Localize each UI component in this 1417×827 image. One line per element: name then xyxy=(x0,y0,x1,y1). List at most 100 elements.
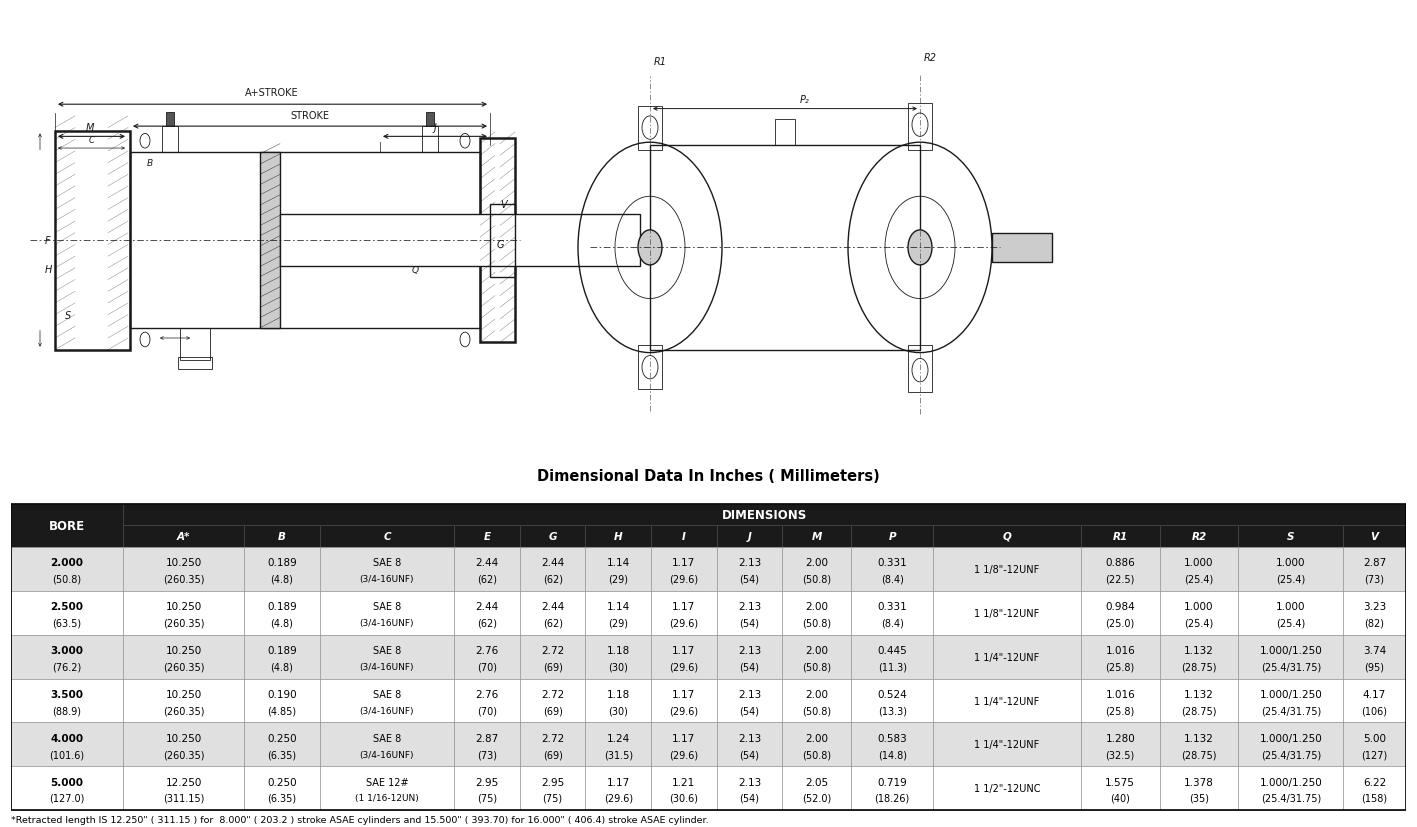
Text: 0.331: 0.331 xyxy=(877,601,907,611)
Text: (106): (106) xyxy=(1362,705,1387,715)
Text: S: S xyxy=(65,310,71,320)
Bar xyxy=(11,591,123,635)
Text: (25.4): (25.4) xyxy=(1277,618,1305,628)
Bar xyxy=(585,679,650,723)
Text: (260.35): (260.35) xyxy=(163,662,204,672)
Text: B: B xyxy=(278,531,286,542)
Text: 1 1/8"-12UNF: 1 1/8"-12UNF xyxy=(975,608,1040,618)
Text: 3.23: 3.23 xyxy=(1363,601,1386,611)
Text: 0.445: 0.445 xyxy=(877,645,907,655)
Bar xyxy=(1238,723,1343,767)
Text: (50.8): (50.8) xyxy=(802,662,832,672)
Bar xyxy=(123,547,244,591)
Bar xyxy=(717,767,782,810)
Bar xyxy=(520,767,585,810)
Text: (32.5): (32.5) xyxy=(1105,749,1135,759)
Bar xyxy=(585,547,650,591)
Bar xyxy=(852,591,934,635)
Text: (260.35): (260.35) xyxy=(163,749,204,759)
Bar xyxy=(1238,525,1343,547)
Text: M: M xyxy=(812,531,822,542)
Bar xyxy=(244,525,320,547)
Bar xyxy=(717,723,782,767)
Bar xyxy=(782,679,852,723)
Text: (22.5): (22.5) xyxy=(1105,574,1135,584)
Text: (50.8): (50.8) xyxy=(802,705,832,715)
Bar xyxy=(455,723,520,767)
Bar xyxy=(992,233,1051,263)
Text: (3/4-16UNF): (3/4-16UNF) xyxy=(360,750,414,758)
Text: 10.250: 10.250 xyxy=(166,733,201,743)
Bar xyxy=(1159,635,1238,679)
Text: 0.524: 0.524 xyxy=(877,689,907,699)
Bar xyxy=(775,120,795,146)
Text: (1 1/16-12UN): (1 1/16-12UN) xyxy=(356,794,419,802)
Text: 0.583: 0.583 xyxy=(877,733,907,743)
Text: 1.132: 1.132 xyxy=(1185,645,1214,655)
Text: (311.15): (311.15) xyxy=(163,793,204,803)
Text: (18.26): (18.26) xyxy=(874,793,910,803)
Text: (25.8): (25.8) xyxy=(1105,705,1135,715)
Bar xyxy=(650,525,717,547)
Bar xyxy=(934,635,1081,679)
Text: (6.35): (6.35) xyxy=(268,749,296,759)
Text: 0.886: 0.886 xyxy=(1105,557,1135,567)
Text: (62): (62) xyxy=(543,618,563,628)
Text: I: I xyxy=(682,531,686,542)
Text: 1.132: 1.132 xyxy=(1185,689,1214,699)
Text: (50.8): (50.8) xyxy=(802,574,832,584)
Bar xyxy=(1159,679,1238,723)
Bar xyxy=(717,591,782,635)
Bar xyxy=(123,504,1406,525)
Bar xyxy=(1159,591,1238,635)
Text: 2.00: 2.00 xyxy=(805,645,829,655)
Text: Q: Q xyxy=(411,265,418,275)
Bar xyxy=(585,525,650,547)
Text: (52.0): (52.0) xyxy=(802,793,832,803)
Text: J: J xyxy=(748,531,751,542)
Text: (25.4): (25.4) xyxy=(1185,618,1213,628)
Text: 1.18: 1.18 xyxy=(606,689,631,699)
Text: V: V xyxy=(500,199,507,209)
Text: 2.00: 2.00 xyxy=(805,733,829,743)
Text: (127): (127) xyxy=(1362,749,1387,759)
Bar xyxy=(717,635,782,679)
Text: 0.189: 0.189 xyxy=(268,645,298,655)
Text: (260.35): (260.35) xyxy=(163,705,204,715)
Text: (54): (54) xyxy=(740,618,760,628)
Text: (40): (40) xyxy=(1111,793,1131,803)
Bar xyxy=(1081,679,1159,723)
Bar xyxy=(650,679,717,723)
Text: 2.44: 2.44 xyxy=(476,601,499,611)
Bar xyxy=(244,547,320,591)
Text: (30.6): (30.6) xyxy=(669,793,699,803)
Bar xyxy=(455,767,520,810)
Bar xyxy=(244,591,320,635)
Bar xyxy=(1343,525,1406,547)
Text: H: H xyxy=(44,265,51,275)
Text: B: B xyxy=(147,159,153,168)
Text: 2.87: 2.87 xyxy=(1363,557,1386,567)
Text: 5.00: 5.00 xyxy=(1363,733,1386,743)
Text: 4.000: 4.000 xyxy=(51,733,84,743)
Bar xyxy=(782,767,852,810)
Bar xyxy=(638,107,662,151)
Bar xyxy=(320,635,455,679)
Text: 2.00: 2.00 xyxy=(805,557,829,567)
Text: A+STROKE: A+STROKE xyxy=(245,88,299,98)
Text: 2.95: 2.95 xyxy=(476,777,499,786)
Bar xyxy=(650,547,717,591)
Text: (29.6): (29.6) xyxy=(669,749,699,759)
Text: (54): (54) xyxy=(740,662,760,672)
Bar xyxy=(1081,635,1159,679)
Bar xyxy=(11,723,123,767)
Bar xyxy=(650,723,717,767)
Text: (29.6): (29.6) xyxy=(669,618,699,628)
Text: J: J xyxy=(434,123,436,133)
Text: 2.72: 2.72 xyxy=(541,645,564,655)
Bar xyxy=(934,679,1081,723)
Bar xyxy=(1238,767,1343,810)
Bar xyxy=(782,723,852,767)
Bar xyxy=(320,525,455,547)
Text: 2.76: 2.76 xyxy=(476,689,499,699)
